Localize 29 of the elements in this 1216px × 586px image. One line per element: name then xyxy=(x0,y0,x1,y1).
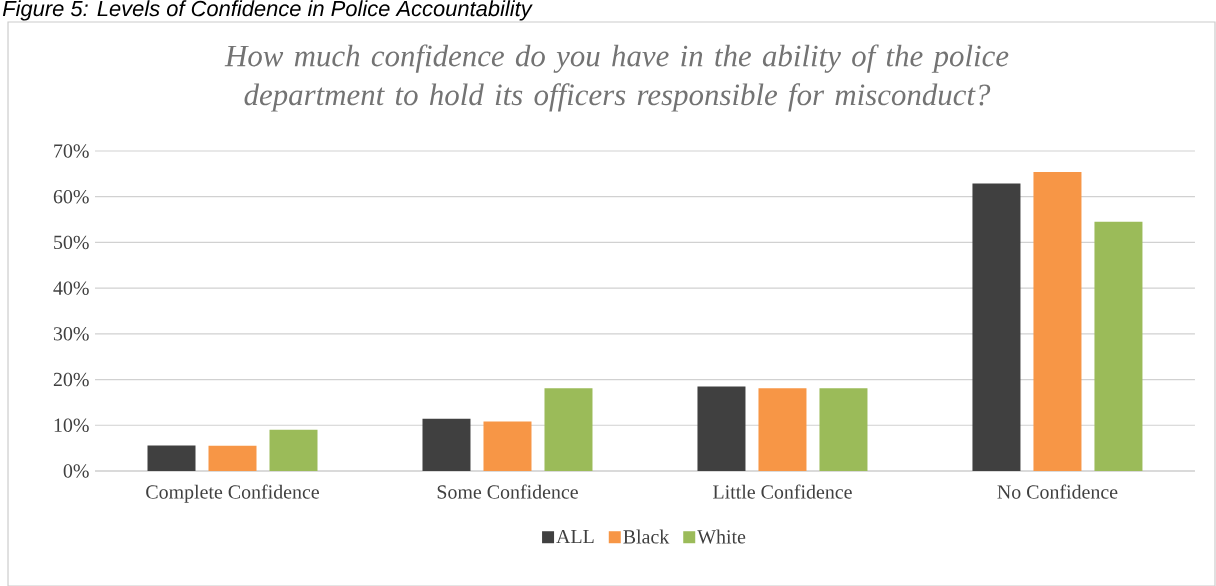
bar xyxy=(1094,221,1143,471)
legend-label: ALL xyxy=(556,529,594,544)
chart-title: How much confidence do you have in the ability of the police department to hold its officers responsible for misconduct? xyxy=(224,44,1009,112)
x-tick-label: No Confidence xyxy=(997,484,1118,499)
y-tick-label: 70% xyxy=(54,144,89,158)
bar xyxy=(697,386,746,471)
y-tick-label: 20% xyxy=(53,372,89,387)
y-tick-label: 0% xyxy=(63,464,89,478)
bar xyxy=(972,183,1021,471)
bar xyxy=(1033,172,1082,471)
bar xyxy=(544,388,593,471)
bar xyxy=(422,418,471,471)
legend-label: Black xyxy=(623,529,670,544)
bar xyxy=(819,388,868,471)
y-tick-label: 50% xyxy=(54,235,89,250)
y-tick-label: 30% xyxy=(53,327,89,341)
x-tick-label: Some Confidence xyxy=(437,484,578,499)
bar xyxy=(269,429,318,471)
caption: Figure 5: Levels of Confidence in Police Accountability xyxy=(2,0,533,21)
bar xyxy=(147,445,196,471)
x-tick-label: Complete Confidence xyxy=(146,484,319,503)
y-tick-label: 60% xyxy=(53,189,89,204)
y-tick-label: 40% xyxy=(53,281,89,295)
bar xyxy=(208,445,257,471)
bar xyxy=(483,421,532,471)
x-tick-label: Little Confidence xyxy=(713,484,852,499)
y-tick-label: 10% xyxy=(54,418,89,433)
legend-label: White xyxy=(697,529,746,544)
bar xyxy=(758,388,807,471)
